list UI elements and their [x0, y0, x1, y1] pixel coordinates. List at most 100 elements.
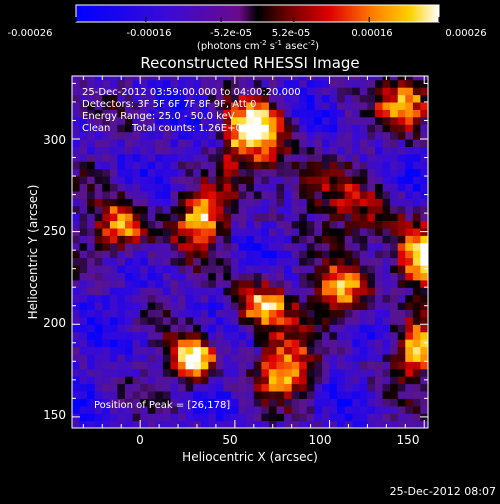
heatmap-cell: [390, 368, 399, 377]
heatmap-cell: [382, 383, 391, 392]
heatmap-cell: [382, 116, 391, 125]
heatmap-cell: [382, 242, 391, 251]
heatmap-cell: [284, 87, 293, 96]
heatmap-cell: [215, 79, 225, 88]
heatmap-cell: [231, 250, 240, 259]
heatmap-cell: [420, 168, 428, 177]
heatmap-cell: [208, 161, 217, 170]
heatmap-cell: [72, 124, 81, 133]
heatmap-cell: [420, 146, 428, 155]
heatmap-cell: [238, 79, 247, 88]
heatmap-cell: [162, 376, 172, 385]
heatmap-cell: [132, 405, 141, 414]
heatmap-cell: [231, 205, 240, 214]
heatmap-cell: [140, 383, 149, 392]
heatmap-cell: [261, 227, 270, 236]
heatmap-cell: [352, 168, 361, 177]
heatmap-cell: [397, 257, 406, 266]
y-tick-label: 200: [43, 316, 66, 330]
heatmap-cell: [125, 309, 134, 318]
heatmap-cell: [390, 183, 399, 192]
heatmap-cell: [246, 153, 255, 162]
heatmap-cell: [268, 383, 278, 392]
heatmap-cell: [200, 309, 209, 318]
colorbar-tick-label: -0.00026: [8, 28, 53, 39]
heatmap-cell: [246, 131, 255, 140]
heatmap-cell: [322, 413, 331, 422]
heatmap-cell: [397, 265, 406, 273]
heatmap-cell: [147, 87, 156, 96]
heatmap-cell: [420, 361, 428, 370]
heatmap-cell: [79, 109, 88, 118]
heatmap-cell: [322, 420, 331, 428]
heatmap-cell: [94, 76, 103, 81]
heatmap-cell: [117, 287, 126, 296]
heatmap-cell: [306, 353, 315, 362]
heatmap-cell: [253, 272, 262, 281]
heatmap-cell: [238, 324, 247, 333]
heatmap-cell: [291, 242, 300, 251]
heatmap-cell: [185, 339, 194, 348]
heatmap-cell: [94, 257, 103, 266]
heatmap-cell: [276, 168, 285, 177]
heatmap-cell: [268, 294, 278, 303]
heatmap-cell: [223, 146, 232, 155]
heatmap-cell: [185, 116, 194, 125]
heatmap-cell: [231, 390, 240, 399]
heatmap-cell: [200, 279, 209, 288]
heatmap-cell: [132, 183, 141, 192]
heatmap-cell: [299, 302, 308, 310]
heatmap-cell: [231, 190, 240, 199]
heatmap-cell: [375, 94, 384, 103]
heatmap-cell: [200, 79, 209, 88]
heatmap-cell: [352, 353, 361, 362]
heatmap-cell: [329, 161, 338, 170]
heatmap-cell: [397, 368, 406, 377]
heatmap-cell: [193, 220, 202, 229]
heatmap-cell: [337, 87, 346, 96]
heatmap-cell: [412, 383, 422, 392]
heatmap-cell: [268, 87, 278, 96]
heatmap-cell: [375, 405, 384, 414]
heatmap-cell: [94, 198, 103, 207]
heatmap-cell: [299, 139, 308, 147]
heatmap-cell: [125, 146, 134, 155]
heatmap-cell: [208, 79, 217, 88]
heatmap-cell: [102, 116, 111, 125]
heatmap-cell: [147, 257, 156, 266]
heatmap-cell: [208, 361, 217, 370]
heatmap-cell: [155, 265, 164, 273]
heatmap-cell: [185, 79, 194, 88]
heatmap-cell: [367, 361, 376, 370]
heatmap-cell: [352, 331, 361, 340]
heatmap-cell: [94, 79, 103, 88]
heatmap-cell: [314, 139, 323, 147]
heatmap-cell: [94, 353, 103, 362]
heatmap-cell: [231, 87, 240, 96]
heatmap-cell: [125, 87, 134, 96]
heatmap-cell: [268, 116, 278, 125]
heatmap-cell: [208, 146, 217, 155]
heatmap-cell: [246, 116, 255, 125]
heatmap-cell: [79, 183, 88, 192]
heatmap-cell: [117, 146, 126, 155]
heatmap-cell: [193, 87, 202, 96]
heatmap-cell: [329, 413, 338, 422]
heatmap-cell: [238, 272, 247, 281]
heatmap-cell: [147, 79, 156, 88]
heatmap-cell: [405, 398, 414, 407]
heatmap-cell: [390, 272, 399, 281]
heatmap-cell: [397, 331, 406, 340]
heatmap-cell: [276, 287, 285, 296]
heatmap-cell: [359, 265, 368, 273]
heatmap-cell: [102, 87, 111, 96]
heatmap-cell: [375, 265, 384, 273]
heatmap-cell: [238, 139, 247, 147]
heatmap-cell: [382, 302, 391, 310]
heatmap-cell: [261, 279, 270, 288]
heatmap-cell: [329, 316, 338, 325]
heatmap-cell: [215, 213, 225, 222]
heatmap-cell: [231, 109, 240, 118]
heatmap-cell: [382, 94, 391, 103]
heatmap-cell: [140, 146, 149, 155]
